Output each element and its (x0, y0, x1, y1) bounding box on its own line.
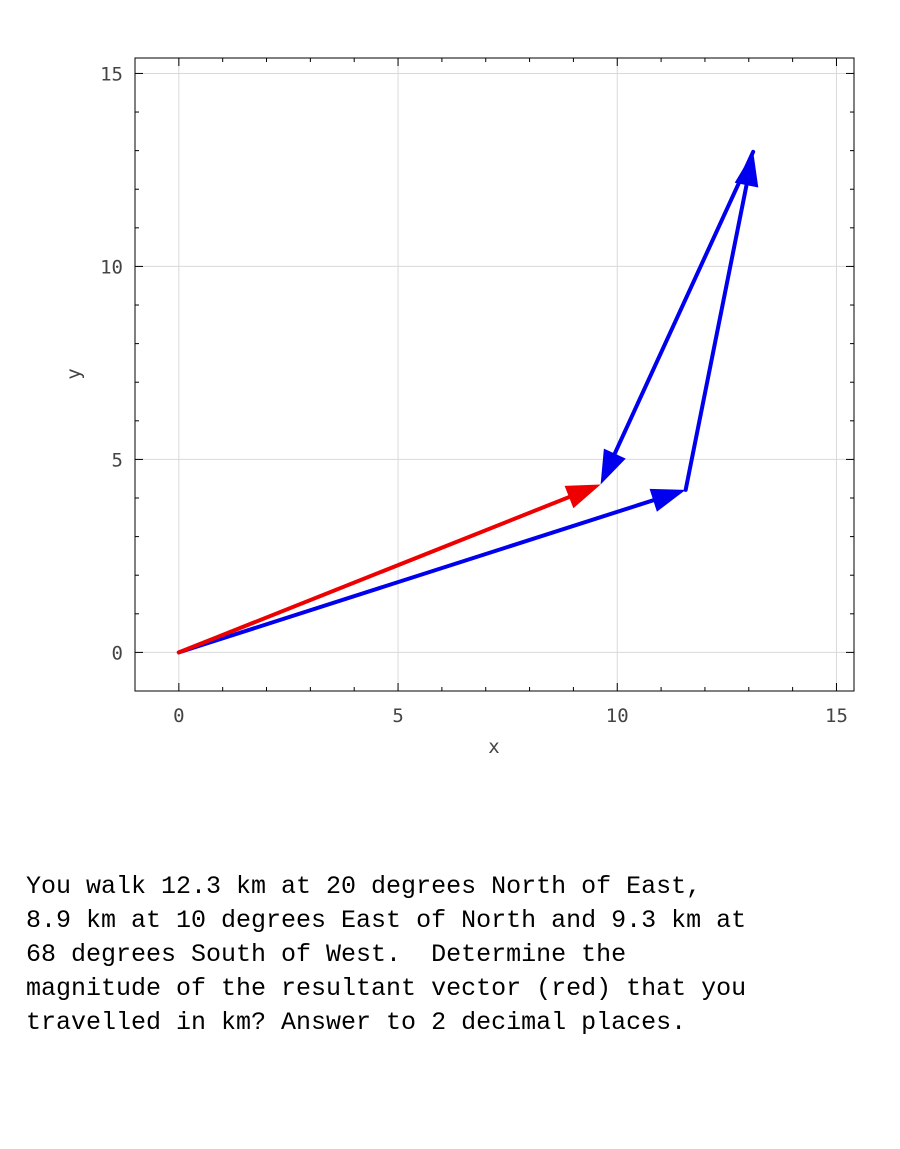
plot-frame (134, 57, 855, 692)
x-tick-label: 15 (825, 705, 848, 727)
x-tick-label: 10 (606, 705, 629, 727)
x-axis-label: x (488, 736, 499, 758)
tick-labels: 0 5 10 15 0 5 10 15 (100, 63, 848, 727)
vector-shaft (683, 169, 752, 492)
question-line: travelled in km? Answer to 2 decimal pla… (26, 1008, 687, 1037)
minor-ticks (134, 58, 854, 692)
vector-shaft (607, 149, 756, 468)
question-text: You walk 12.3 km at 20 degrees North of … (26, 870, 886, 1040)
grid-lines (135, 58, 854, 691)
y-tick-label: 5 (112, 449, 123, 471)
question-line: 8.9 km at 10 degrees East of North and 9… (26, 906, 747, 935)
y-tick-label: 0 (112, 642, 123, 664)
y-axis-label: y (63, 368, 85, 379)
vector-arrowhead (564, 484, 601, 509)
vector-shaft (176, 490, 584, 655)
x-tick-label: 0 (173, 705, 184, 727)
question-line: 68 degrees South of West. Determine the (26, 940, 627, 969)
vector-layer (176, 149, 759, 655)
vector-arrowhead (600, 448, 626, 485)
vector-chart: 0 5 10 15 0 5 10 15 x y (63, 57, 855, 758)
y-tick-label: 10 (100, 256, 123, 278)
question-line: magnitude of the resultant vector (red) … (26, 974, 747, 1003)
question-line: You walk 12.3 km at 20 degrees North of … (26, 872, 702, 901)
vector-shaft (176, 494, 669, 655)
x-tick-label: 5 (392, 705, 403, 727)
vector-arrowhead (649, 488, 686, 512)
y-tick-label: 15 (100, 63, 123, 85)
major-ticks (135, 58, 854, 691)
